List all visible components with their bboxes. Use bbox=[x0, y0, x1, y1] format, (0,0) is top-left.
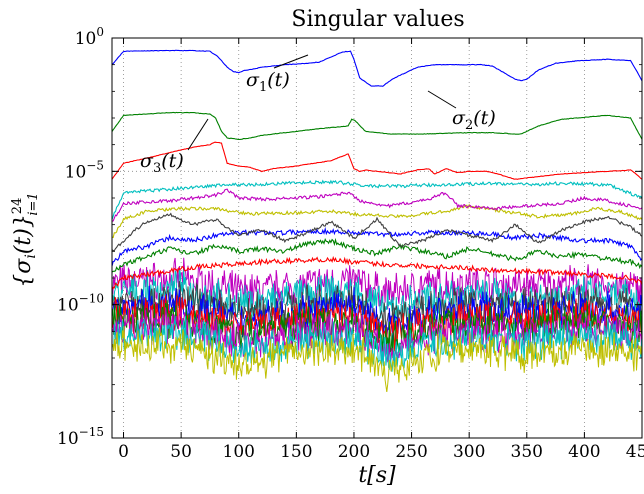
annotation-leader-1 bbox=[273, 54, 309, 69]
svg-text:{σi(t)}24i=1: {σi(t)}24i=1 bbox=[10, 192, 41, 287]
annotation-leader-3 bbox=[187, 118, 209, 151]
x-tick-label-3: 150 bbox=[280, 442, 312, 462]
y-label-sup: 24 bbox=[10, 198, 25, 215]
y-tick-label-1: 10−5 bbox=[65, 158, 104, 182]
x-tick-label-8: 400 bbox=[568, 442, 600, 462]
x-tick-label-6: 300 bbox=[453, 442, 485, 462]
x-tick-label-0: 0 bbox=[118, 442, 129, 462]
y-tick-label-3: 10−15 bbox=[57, 425, 104, 449]
series-line-σ2 bbox=[111, 111, 643, 141]
series-line-σ7 bbox=[111, 212, 643, 252]
x-tick-label-9: 450 bbox=[626, 442, 644, 462]
y-label-main: {σ bbox=[11, 258, 36, 288]
series-line-σ5 bbox=[111, 188, 643, 222]
noise-series-19 bbox=[111, 326, 643, 392]
series-line-σ1 bbox=[111, 49, 643, 87]
y-label-sub-i: i bbox=[23, 254, 39, 258]
x-tick-label-7: 350 bbox=[511, 442, 543, 462]
axes-frame bbox=[111, 37, 643, 439]
y-label-sub-range: i=1 bbox=[26, 192, 41, 215]
x-tick-label-5: 250 bbox=[395, 442, 427, 462]
series-line-σ8 bbox=[111, 226, 643, 267]
noise-series-11 bbox=[111, 257, 643, 311]
series-line-σ4 bbox=[111, 179, 643, 220]
x-tick-label-2: 100 bbox=[223, 442, 255, 462]
axis-ticks: 0 50 100 150 200 250 300 350 400 450 100 10−5 10−10 1… bbox=[57, 25, 644, 462]
annotation-sigma-1: σ1(t) bbox=[246, 69, 290, 95]
series-line-σ10 bbox=[111, 255, 643, 290]
annotation-sigma-3: σ3(t) bbox=[140, 150, 184, 176]
y-tick-label-2: 10−10 bbox=[57, 292, 104, 316]
series-line-σ3 bbox=[111, 141, 643, 180]
y-axis-label: {σi(t)}24i=1 bbox=[10, 192, 41, 287]
annotation-leader-2 bbox=[427, 90, 457, 109]
x-tick-label-4: 200 bbox=[338, 442, 370, 462]
annotation-sigma-2: σ2(t) bbox=[452, 107, 496, 133]
chart-title: Singular values bbox=[291, 7, 464, 32]
plot-area bbox=[111, 49, 643, 392]
series-annotations: σ1(t) σ2(t) σ3(t) bbox=[140, 54, 496, 176]
y-tick-label-0: 100 bbox=[75, 25, 104, 49]
series-line-σ6 bbox=[111, 203, 643, 239]
x-axis-label: t[s] bbox=[358, 463, 396, 488]
y-label-mid: (t)} bbox=[11, 214, 36, 254]
x-tick-label-1: 50 bbox=[170, 442, 192, 462]
series-line-σ9 bbox=[111, 237, 643, 273]
